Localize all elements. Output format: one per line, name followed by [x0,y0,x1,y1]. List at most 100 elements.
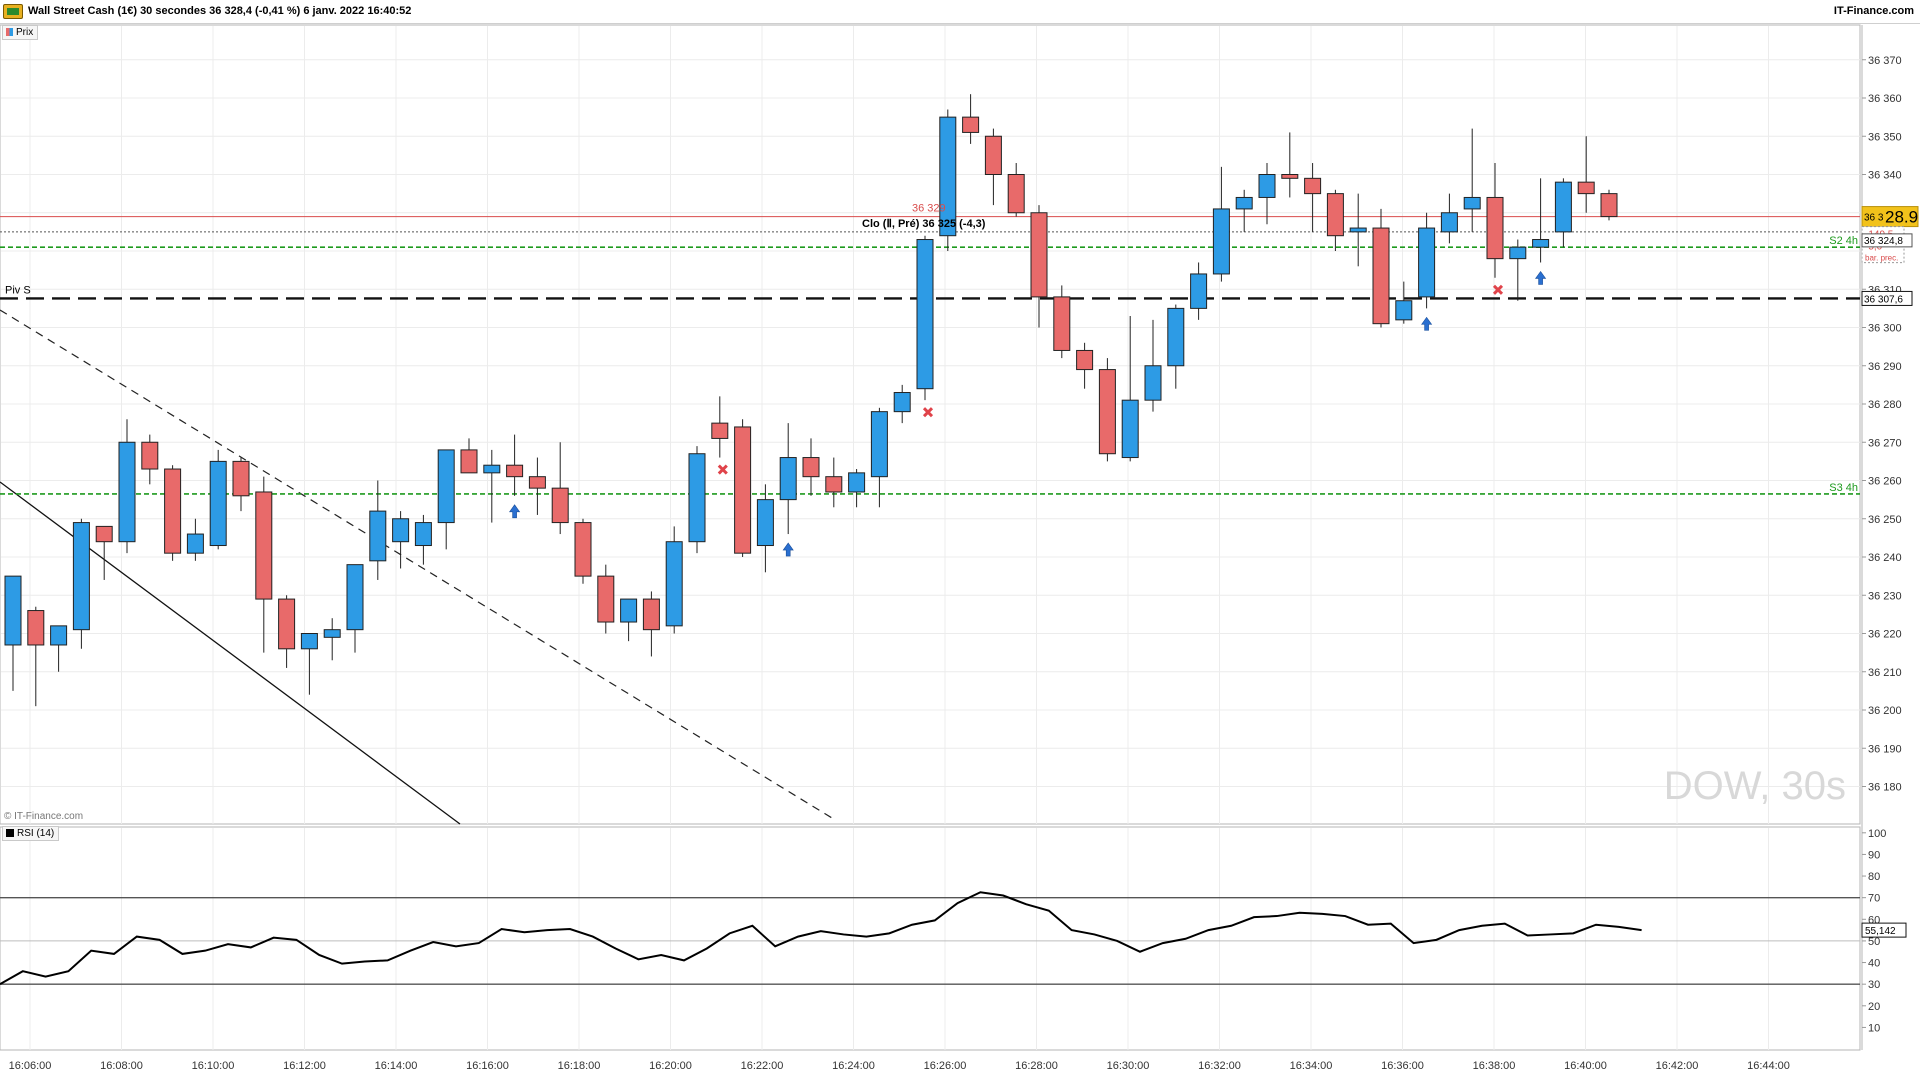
close-price-tag [1861,233,1913,248]
candle-body [50,625,68,646]
time-tick-label: 16:30:00 [1107,1060,1150,1072]
candle-body [369,510,387,562]
candle-body [437,449,455,524]
candle-body [1167,307,1185,367]
close-price-value: 36 324,8 [1864,236,1903,247]
pivot-price-tag [1861,290,1913,306]
candle-body [734,426,752,554]
candle-body [756,499,774,547]
rsi-tick-label: 100 [1868,828,1886,840]
rsi-tick-label: 40 [1868,958,1880,970]
price-tick-label: 36 350 [1868,131,1902,143]
price-tick-label: 36 210 [1868,667,1902,679]
candle-body [1577,181,1595,195]
time-tick-label: 16:08:00 [100,1060,143,1072]
rsi-tick-label: 20 [1868,1001,1880,1013]
rsi-value-tag [1861,922,1907,938]
buy-arrow-icon [782,542,794,557]
rsi-legend[interactable]: RSI (14) [2,826,60,841]
candle-body [688,453,706,543]
time-tick-label: 16:28:00 [1015,1060,1058,1072]
candle-body [1098,369,1116,455]
candle-body [620,598,638,623]
candle-body [1554,181,1572,233]
sell-cross-icon [922,407,934,418]
candle-body [642,598,660,631]
candle-body [711,422,729,439]
title-bar: Wall Street Cash (1€) 30 secondes 36 328… [0,0,1920,24]
prev-bar-label: bar. prec. [1865,254,1898,263]
price-tick-label: 36 240 [1868,552,1902,564]
price-tick-label: 36 260 [1868,476,1902,488]
candle-body [460,449,478,474]
candle-body [1190,273,1208,309]
time-tick-label: 16:36:00 [1381,1060,1424,1072]
candle-body [4,575,22,646]
candle-body [1395,300,1413,321]
symbol-watermark: DOW, 30s [1663,764,1846,808]
time-tick-label: 16:10:00 [192,1060,235,1072]
time-tick-label: 16:34:00 [1290,1060,1333,1072]
candle-body [1349,227,1367,233]
price-tick-label: 36 290 [1868,361,1902,373]
rsi-legend-icon [6,829,14,837]
candle-body [27,610,45,646]
candle-body [825,476,843,493]
brand-label[interactable]: IT-Finance.com [1833,5,1914,17]
time-tick-label: 16:22:00 [741,1060,784,1072]
rsi-tick-label: 30 [1868,979,1880,991]
buy-arrow-icon [1535,270,1547,285]
rsi-tick-label: 10 [1868,1022,1880,1034]
candle-body [802,457,820,478]
candle-body [984,135,1002,175]
candle-body [1030,212,1048,298]
candle-body [1304,177,1322,195]
candle-body [392,518,410,543]
candle-body [1440,212,1458,233]
candle-body [1281,174,1299,179]
candle-body [186,533,204,554]
sell-cross-icon [1492,284,1504,295]
candle-body [574,522,592,577]
price-panel-frame [0,24,1861,825]
current-price-prefix: 36 3 [1864,213,1884,224]
rsi-value-label: 55,142 [1865,926,1896,937]
price-tick-label: 36 270 [1868,437,1902,449]
rsi-tick-label: 50 [1868,936,1880,948]
candle-body [1007,174,1025,214]
rsi-line [0,891,1642,986]
rsi-legend-label: RSI (14) [17,828,55,839]
candle-body [346,564,364,631]
candle-body [1144,365,1162,401]
candle-body [278,598,296,650]
time-tick-label: 16:44:00 [1747,1060,1790,1072]
candle-legend-icon [6,28,13,36]
candle-body [1235,196,1253,210]
time-tick-label: 16:26:00 [924,1060,967,1072]
buy-arrow-icon [1421,316,1433,331]
time-tick-label: 16:42:00 [1656,1060,1699,1072]
candle-body [164,468,182,554]
close-note-label: Clo (Ⅱ, Pré) 36 325 (-4,3) [862,218,986,230]
price-tick-label: 36 200 [1868,705,1902,717]
buy-arrow-icon [509,504,521,519]
candle-body [300,633,318,650]
price-legend[interactable]: Prix [2,25,39,40]
price-legend-label: Prix [16,27,34,38]
candle-body [1418,227,1436,298]
candle-body [1600,193,1618,218]
price-tick-label: 36 190 [1868,743,1902,755]
candle-body [506,464,524,478]
s2-label: S2 4h [1829,235,1858,247]
price-tick-label: 36 230 [1868,590,1902,602]
candle-body [209,460,227,547]
time-tick-label: 16:32:00 [1198,1060,1241,1072]
time-tick-label: 16:20:00 [649,1060,692,1072]
current-price-value: 28.9 [1885,208,1918,227]
price-tick-label: 36 360 [1868,93,1902,105]
candle-body [1076,349,1094,371]
time-tick-label: 16:40:00 [1564,1060,1607,1072]
candle-body [414,522,432,547]
candle-body [1372,227,1390,325]
